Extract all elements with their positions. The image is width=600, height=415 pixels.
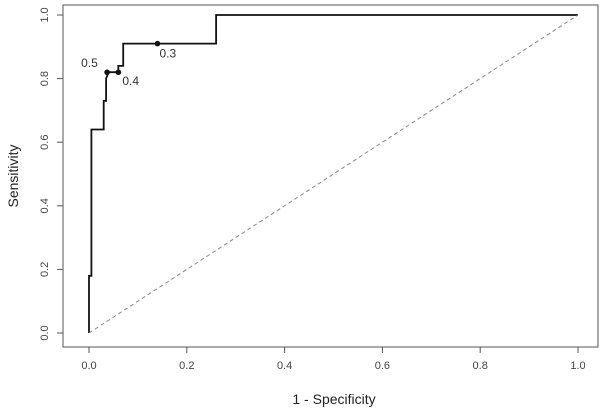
x-axis: 0.0 0.2 0.4 0.6 0.8 1.0	[81, 347, 586, 372]
plot-frame	[62, 4, 599, 348]
y-tick-label: 0.6	[39, 135, 51, 150]
annotations-layer: 0.5 0.4 0.3	[81, 40, 176, 88]
x-tick-label: 1.0	[570, 360, 585, 372]
y-tick-label: 0.0	[39, 325, 51, 340]
y-tick-label: 0.8	[39, 71, 51, 86]
threshold-label: 0.5	[81, 56, 98, 70]
y-tick-label: 0.4	[39, 198, 51, 213]
x-axis-title: 1 - Specificity	[292, 391, 375, 407]
threshold-label: 0.4	[122, 74, 139, 88]
x-tick-label: 0.6	[375, 360, 390, 372]
x-tick-label: 0.4	[277, 360, 292, 372]
threshold-point	[104, 69, 110, 76]
x-tick-label: 0.8	[473, 360, 488, 372]
x-tick-label: 0.0	[81, 360, 96, 372]
roc-curve	[88, 14, 578, 333]
threshold-point	[154, 40, 161, 47]
y-tick-label: 0.2	[39, 262, 51, 277]
x-tick-label: 0.2	[179, 360, 194, 372]
threshold-point	[115, 69, 122, 76]
y-axis-title: Sensitivity	[5, 144, 21, 207]
series-layer	[88, 14, 579, 334]
threshold-label: 0.3	[159, 47, 176, 61]
y-axis: 0.0 0.2 0.4 0.6 0.8 1.0	[39, 7, 63, 341]
chance-diagonal-line	[88, 14, 579, 334]
y-tick-label: 1.0	[39, 7, 51, 22]
